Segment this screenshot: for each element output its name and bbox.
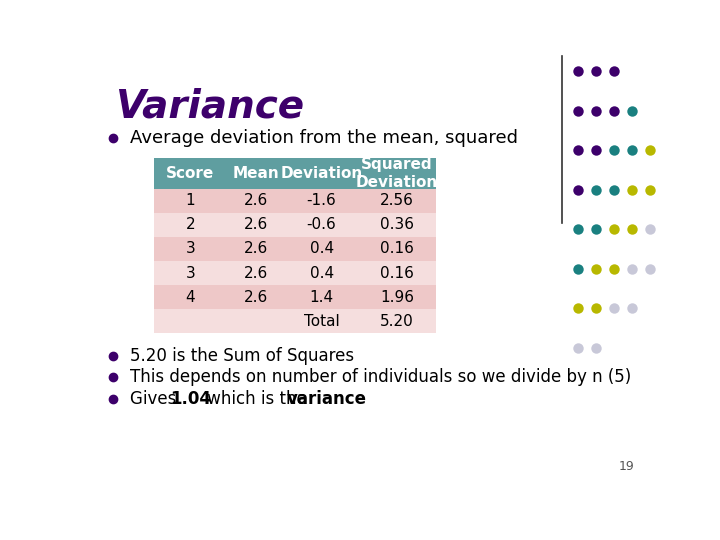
Text: 4: 4: [186, 290, 195, 305]
Text: 2.6: 2.6: [244, 241, 268, 256]
Bar: [154, 213, 227, 237]
Text: 2: 2: [186, 218, 195, 232]
Text: -0.6: -0.6: [307, 218, 336, 232]
Text: 2.6: 2.6: [244, 218, 268, 232]
Text: Gives: Gives: [130, 390, 182, 408]
Text: 5.20 is the Sum of Squares: 5.20 is the Sum of Squares: [130, 347, 354, 365]
Bar: [154, 261, 227, 285]
Text: Squared
Deviation: Squared Deviation: [356, 157, 438, 190]
Text: Variance: Variance: [115, 87, 305, 126]
Bar: [358, 158, 436, 188]
Text: 5.20: 5.20: [380, 314, 414, 329]
Bar: [285, 158, 358, 188]
Text: 0.4: 0.4: [310, 266, 333, 281]
Text: 0.36: 0.36: [380, 218, 414, 232]
Bar: [154, 309, 227, 333]
Text: 0.16: 0.16: [380, 241, 414, 256]
Text: 2.6: 2.6: [244, 193, 268, 208]
Text: -1.6: -1.6: [307, 193, 336, 208]
Bar: [154, 285, 227, 309]
Bar: [285, 188, 358, 213]
Bar: [358, 188, 436, 213]
Text: 0.16: 0.16: [380, 266, 414, 281]
Text: 1.96: 1.96: [380, 290, 414, 305]
Text: 2.6: 2.6: [244, 290, 268, 305]
Text: variance: variance: [287, 390, 367, 408]
Bar: [285, 309, 358, 333]
Bar: [285, 285, 358, 309]
Bar: [358, 261, 436, 285]
Bar: [358, 285, 436, 309]
Text: Score: Score: [166, 166, 215, 181]
Bar: [358, 213, 436, 237]
Text: 2.56: 2.56: [380, 193, 414, 208]
Bar: [227, 158, 285, 188]
Text: 3: 3: [186, 266, 195, 281]
Text: Average deviation from the mean, squared: Average deviation from the mean, squared: [130, 129, 518, 146]
Text: 19: 19: [618, 460, 634, 473]
Bar: [227, 309, 285, 333]
Text: Mean: Mean: [233, 166, 279, 181]
Bar: [154, 237, 227, 261]
Text: which is the: which is the: [202, 390, 312, 408]
Text: 1: 1: [186, 193, 195, 208]
Bar: [154, 188, 227, 213]
Text: 1.4: 1.4: [310, 290, 333, 305]
Bar: [154, 158, 227, 188]
Text: 0.4: 0.4: [310, 241, 333, 256]
Bar: [285, 213, 358, 237]
Bar: [285, 261, 358, 285]
Text: 3: 3: [186, 241, 195, 256]
Bar: [227, 285, 285, 309]
Bar: [358, 309, 436, 333]
Text: 1.04: 1.04: [170, 390, 211, 408]
Bar: [285, 237, 358, 261]
Bar: [227, 237, 285, 261]
Bar: [227, 213, 285, 237]
Text: Deviation: Deviation: [281, 166, 363, 181]
Text: 2.6: 2.6: [244, 266, 268, 281]
Text: Total: Total: [304, 314, 339, 329]
Bar: [227, 188, 285, 213]
Bar: [358, 237, 436, 261]
Text: This depends on number of individuals so we divide by n (5): This depends on number of individuals so…: [130, 368, 631, 386]
Bar: [227, 261, 285, 285]
